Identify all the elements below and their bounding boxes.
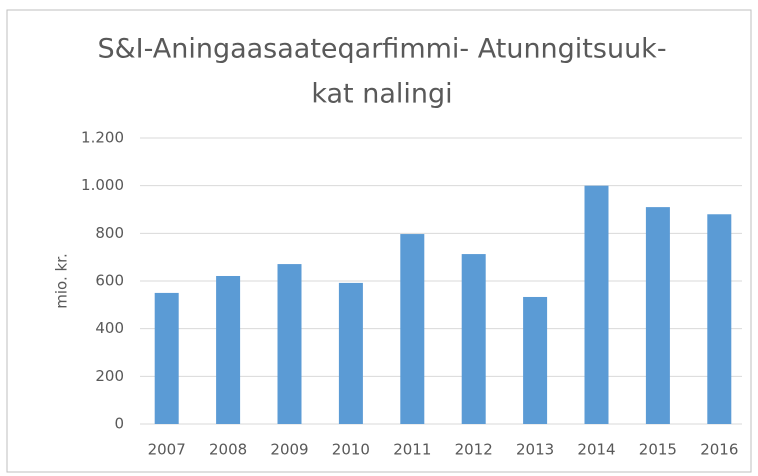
x-tick-label: 2009 — [270, 441, 308, 459]
y-tick-label: 400 — [95, 319, 124, 337]
bar — [400, 234, 425, 424]
x-tick-label: 2007 — [148, 441, 186, 459]
bar — [584, 185, 609, 424]
y-tick-label: 600 — [95, 272, 124, 290]
y-tick-label: 200 — [95, 367, 124, 385]
bar — [338, 282, 363, 424]
bar — [277, 264, 302, 424]
x-tick-label: 2008 — [209, 441, 247, 459]
chart-frame — [6, 9, 752, 473]
y-tick-label: 1.000 — [81, 176, 124, 194]
x-tick-label: 2011 — [393, 441, 431, 459]
x-tick-label: 2016 — [700, 441, 738, 459]
x-tick-label: 2013 — [516, 441, 554, 459]
chart-title: kat nalingi — [311, 79, 452, 110]
bar — [461, 254, 486, 424]
y-axis-label: mio. kr. — [53, 253, 71, 308]
bar — [645, 207, 670, 424]
x-tick-label: 2012 — [455, 441, 493, 459]
bar — [707, 214, 732, 424]
y-tick-label: 800 — [95, 224, 124, 242]
y-tick-label: 0 — [114, 415, 124, 433]
x-tick-label: 2015 — [639, 441, 677, 459]
chart-title: S&I-Aningaasaateqarfimmi- Atunngitsuuk- — [97, 34, 666, 65]
x-tick-label: 2010 — [332, 441, 370, 459]
bar — [523, 296, 548, 424]
x-tick-label: 2014 — [577, 441, 615, 459]
bar — [216, 275, 241, 424]
y-tick-label: 1.200 — [81, 129, 124, 147]
bar — [154, 292, 179, 424]
